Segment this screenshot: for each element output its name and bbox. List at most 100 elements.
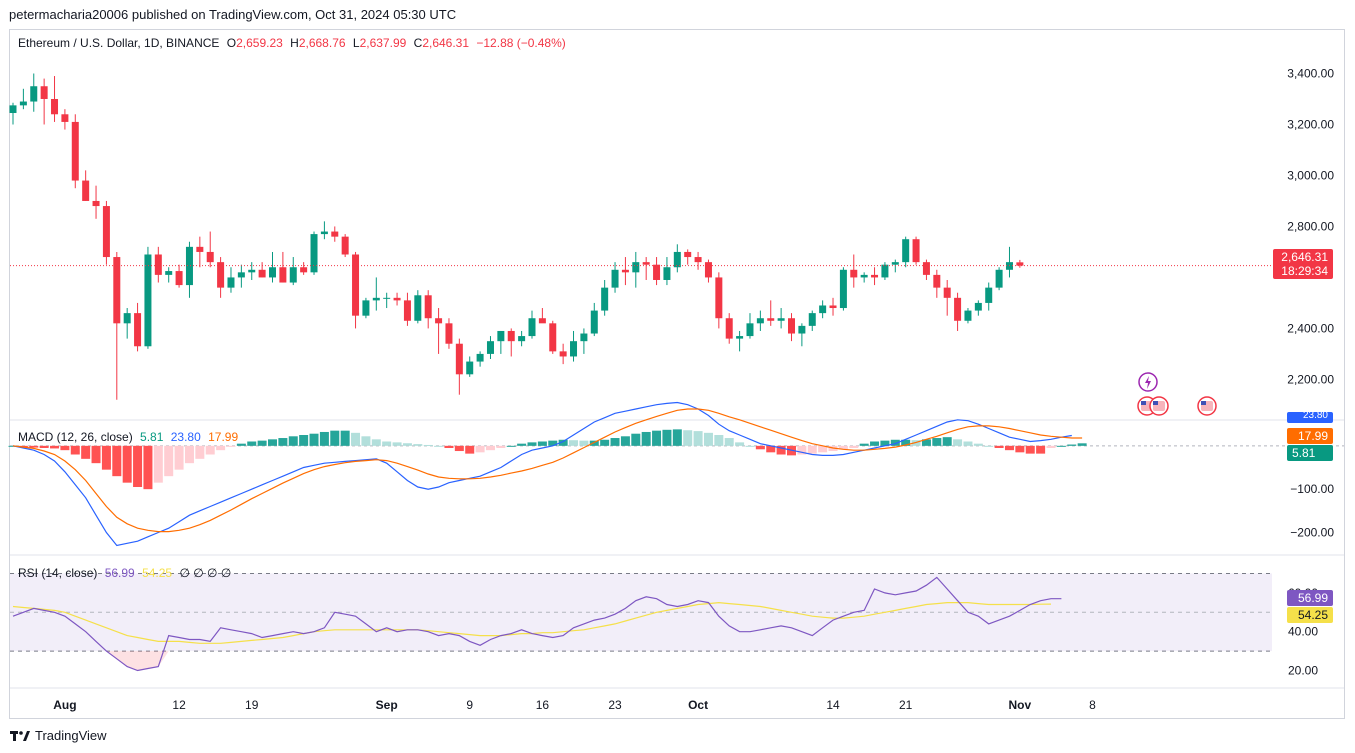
price-badge: 2,646.31 18:29:34 <box>1273 249 1333 279</box>
change-value: −12.88 (−0.48%) <box>476 36 566 50</box>
macd-hist-bar <box>527 442 537 446</box>
candle-body <box>559 351 567 357</box>
macd-hist-bar <box>81 445 91 459</box>
candle-body <box>860 274 868 278</box>
macd-hist-bar <box>18 445 28 448</box>
candle-body <box>570 341 578 357</box>
time-tick-label: Sep <box>376 698 398 712</box>
price-tick-label: 2,400.00 <box>1287 321 1334 335</box>
macd-hist-bar <box>1056 445 1066 447</box>
candle-body <box>580 333 588 342</box>
close-key: C <box>413 36 423 50</box>
macd-hist-bar <box>247 441 257 446</box>
candle-body <box>113 257 121 324</box>
macd-hist-bar <box>548 440 558 446</box>
footer[interactable]: TradingView <box>10 728 107 743</box>
candle-body <box>590 310 598 334</box>
macd-hist-bar <box>890 439 900 446</box>
candle-body <box>30 86 38 102</box>
candle-body <box>538 318 546 324</box>
signal-line <box>12 408 1083 533</box>
candle-body <box>839 269 847 309</box>
candle-body <box>788 318 795 334</box>
main-legend: Ethereum / U.S. Dollar, 1D, BINANCE O2,6… <box>18 36 570 50</box>
macd-hist-bar <box>50 445 60 449</box>
candle-body <box>424 295 432 319</box>
candle-body <box>237 272 245 278</box>
candle-body <box>51 98 59 115</box>
candle-body <box>850 269 858 278</box>
candle-body <box>19 101 27 106</box>
macd-hist-bar <box>838 445 848 450</box>
time-tick-label: 19 <box>245 698 259 712</box>
candle-body <box>974 302 982 311</box>
candle-body <box>435 318 443 324</box>
macd-hist-bar <box>278 438 288 446</box>
high-key: H <box>290 36 299 50</box>
close-value: 2,646.31 <box>422 36 470 50</box>
candle-body <box>102 206 110 258</box>
macd-title: MACD (12, 26, close) <box>18 430 133 444</box>
candle-body <box>1016 262 1024 266</box>
macd-hist-bar <box>932 438 942 446</box>
macd-hist-bar <box>1046 445 1056 448</box>
macd-hist-bar <box>714 435 724 446</box>
rsi-extras: ∅ ∅ ∅ ∅ <box>179 566 232 580</box>
price-tick-label: 3,200.00 <box>1287 117 1334 131</box>
chart-frame <box>9 29 1345 719</box>
macd-hist-bar <box>672 429 682 446</box>
macd-hist-bar <box>392 442 402 446</box>
macd-hist-bar <box>153 445 163 483</box>
candle-body <box>279 267 287 283</box>
macd-hist-bar <box>184 445 194 464</box>
macd-hist-bar <box>620 436 630 446</box>
candle-body <box>341 236 349 255</box>
candle-body <box>331 231 339 237</box>
macd-hist-bar <box>880 440 890 446</box>
macd-hist-bar <box>423 444 433 446</box>
time-tick-label: 9 <box>466 698 473 712</box>
candle-body <box>653 264 661 280</box>
candle-body <box>663 267 671 280</box>
low-value: 2,637.99 <box>359 36 407 50</box>
macd-hist-bar <box>205 445 215 455</box>
candle-body <box>673 251 681 268</box>
rsi-badge: 56.99 <box>1287 590 1333 606</box>
macd-hist-bar <box>984 445 994 447</box>
candle-body <box>258 269 266 278</box>
macd-value: 23.80 <box>170 430 201 444</box>
macd-hist-bar <box>382 441 392 446</box>
candle-body <box>300 267 308 273</box>
macd-signal-value: 17.99 <box>208 430 239 444</box>
macd-hist-bar <box>340 430 350 446</box>
macd-hist-bar <box>444 445 454 448</box>
time-tick-label: 21 <box>899 698 913 712</box>
rsi-tick-label: 20.00 <box>1288 663 1318 677</box>
candle-body <box>642 262 650 265</box>
candle-body <box>403 300 411 321</box>
macd-hist-bar <box>683 430 693 446</box>
macd-hist-bar <box>309 433 319 446</box>
candle-body <box>40 86 48 99</box>
candle-body <box>466 361 474 375</box>
time-tick-label: 16 <box>536 698 550 712</box>
price-tick-label: 2,800.00 <box>1287 219 1334 233</box>
macd-hist-bar <box>226 445 236 447</box>
macd-tick-label: −100.00 <box>1290 482 1334 496</box>
candle-body <box>704 262 712 278</box>
open-value: 2,659.23 <box>236 36 283 50</box>
candle-body <box>954 297 962 321</box>
rsi-title: RSI (14, close) <box>18 566 98 580</box>
macd-legend: MACD (12, 26, close) 5.81 23.80 17.99 <box>18 430 242 444</box>
macd-hist-bar <box>517 443 527 446</box>
macd-hist-bar <box>641 431 651 446</box>
macd-hist-bar <box>1004 445 1014 451</box>
macd-hist-bar <box>70 445 80 455</box>
macd-hist-bar <box>454 445 464 452</box>
macd-hist-bar <box>268 439 277 446</box>
flag-canton-icon <box>1153 401 1158 405</box>
candle-body <box>414 295 422 321</box>
macd-line <box>12 401 1072 547</box>
macd-hist-bar <box>299 435 309 446</box>
